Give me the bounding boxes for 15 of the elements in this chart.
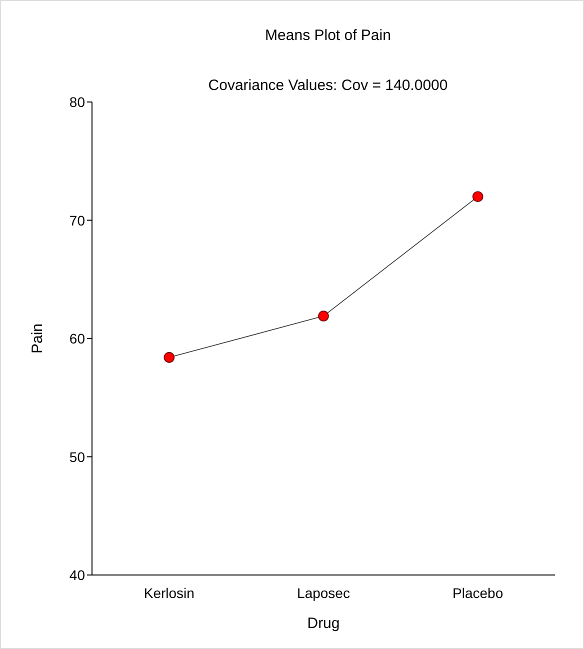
- y-tick-label: 80: [69, 94, 86, 110]
- chart-subtitle: Covariance Values: Cov = 140.0000: [208, 77, 448, 94]
- point: [472, 191, 484, 202]
- y-tick-label: 70: [69, 212, 86, 228]
- chart-title: Means Plot of Pain: [265, 27, 391, 44]
- point: [164, 352, 175, 363]
- y-axis-title: Pain: [29, 323, 46, 354]
- y-tick-label: 40: [69, 567, 86, 583]
- x-tick-label: Placebo: [452, 585, 504, 601]
- point: [318, 310, 329, 322]
- x-tick-label: Kerlosin: [144, 585, 194, 601]
- x-axis-title: Drug: [307, 615, 340, 632]
- x-tick-label: Laposec: [297, 585, 350, 601]
- y-tick-label: 60: [69, 330, 86, 346]
- y-tick-label: 50: [69, 448, 86, 465]
